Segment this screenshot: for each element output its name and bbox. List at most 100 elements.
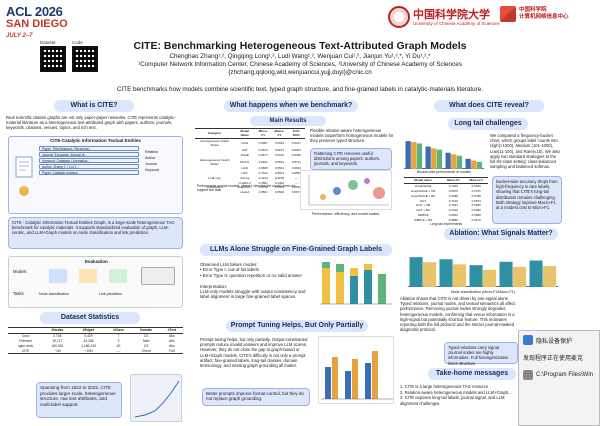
task-node-classification: Node classification <box>39 292 69 296</box>
entity-diagram: CITE-Catalytic Information Textual Entit… <box>8 136 183 214</box>
chart-bar <box>465 158 471 169</box>
long-tail-caption: Long tail experiments <box>429 222 463 226</box>
paper-node-icon <box>15 156 33 196</box>
entity-row: Paper: Title/Abstract / Structural... <box>39 146 139 151</box>
table-row: ogbn-arxiv 169,343 1,166,243 40 CS Abs <box>17 343 175 348</box>
chart-bar <box>436 149 443 169</box>
table-row: Cora 2,708 5,429 7 CS Abs <box>21 334 175 339</box>
stats-col: Domain <box>131 327 161 334</box>
table-row: SAGE 0.6677 0.5312 0.8452 <box>240 152 301 157</box>
poster-title: CITE: Benchmarking Heterogeneous Text-At… <box>133 40 467 52</box>
code-qr[interactable]: Code <box>72 40 102 72</box>
results-body: Homogeneous Graph Model GCN 0.6387 0.5034 0.… <box>195 138 305 194</box>
author-block: Chenghao Zhang¹,², Qingqing Long¹,², Lud… <box>110 53 490 77</box>
legend-item: Author <box>145 156 156 160</box>
reveal-heading: What does CITE reveal? <box>434 100 544 112</box>
dataset-statistics-heading: Dataset Statistics <box>40 312 140 324</box>
privacy-notification[interactable]: 隐私设备保护 发现程序正在使用麦克 C:\Program Files\Win <box>518 330 600 426</box>
growth-curve-icon <box>134 380 180 418</box>
long-tail-box: Bucket-wise accuracy drops from high-fre… <box>492 176 562 224</box>
acl-dates: JULY 2–7 <box>6 33 33 39</box>
table-row: LLaMA-2 0.4581 0.3402— <box>238 180 298 185</box>
prompt-tuning-text: Prompt tuning helps, but only partially.… <box>200 337 308 369</box>
chart-bar <box>416 143 423 169</box>
chart-bar <box>513 266 527 287</box>
prompt-tuning-chart <box>318 336 394 404</box>
take-home-item: 1. CITE is a large heterogeneous TAG res… <box>400 384 489 389</box>
llm-graph-model-icon <box>109 269 127 283</box>
results-table-wrap: Category Model Name Micro-F1 Macro-F1 AU… <box>195 128 305 195</box>
stats-col: #Class <box>105 327 132 334</box>
entity-row: Author: Zhang J. / Liu Y... <box>39 164 139 169</box>
chart-bar <box>543 266 557 287</box>
chart-bar <box>456 155 463 169</box>
table-row: GraphSAGE + BS 0.6958 0.5788 <box>411 193 481 198</box>
chart-bar <box>411 142 417 169</box>
results-note-2: Flattening CITE removes useful distincti… <box>310 148 392 170</box>
tagline: CITE benchmarks how models combine scien… <box>116 86 484 93</box>
task-link-prediction: Link prediction <box>99 292 123 296</box>
graph-model-icon <box>49 269 67 283</box>
bucket-table-wrap: Model name Micro-F1 Macro-F1 GraphSAGE 0.… <box>404 177 488 222</box>
notification-message: 发现程序正在使用麦克 <box>523 356 584 362</box>
acl-city: SAN DIEGO <box>6 18 68 30</box>
qr-code-icon <box>72 46 98 72</box>
chart-bar <box>423 262 437 287</box>
chart-bar <box>409 257 423 287</box>
table-row: LLaGA 0.6891 0.5596 0.8677 <box>240 190 301 195</box>
chart-bar <box>405 141 411 169</box>
table-row: CITE ~1M ~10M — Chem Full <box>8 348 183 354</box>
take-home-heading: Take-home messages <box>428 368 516 380</box>
stats-col-blank <box>8 327 43 334</box>
table-row: Homogeneous Graph Model GCN 0.6387 0.5034 0.… <box>200 139 301 148</box>
ablation-bars <box>409 257 557 287</box>
stats-note: Spanning from 1922 to 2022, CITE provide… <box>36 382 122 418</box>
table-row: HGT + CB 0.7021 0.5960 <box>416 203 481 208</box>
llm-error-chart <box>318 258 394 308</box>
table-row: LLM+Graph GraphGPT 0.6732 0.5410 0.8520 <box>206 185 301 190</box>
emails: {zhchang,qqlong,wld,wenjuancui,yujj,duyi… <box>228 69 372 76</box>
notification-path: C:\Program Files\Win <box>536 372 594 378</box>
take-home-item: 3. CITE exposes long-tail labels, journa… <box>400 395 505 406</box>
models-label: Models <box>13 269 27 274</box>
cnic-mark-icon <box>500 6 516 22</box>
table-row: Pubmed 19,717 44,338 3 Med Abs <box>19 338 175 343</box>
ablation-chart <box>408 243 558 287</box>
authors: Chenghao Zhang¹,², Qingqing Long¹,², Lud… <box>169 53 431 60</box>
chart-bar <box>471 160 477 169</box>
chart-bar <box>469 265 483 287</box>
dataset-icon <box>141 267 175 285</box>
main-results-heading: Main Results <box>250 116 326 126</box>
table-row: GraphSAGE 0.7035 0.5620 <box>414 184 481 189</box>
chart-bar <box>431 148 437 169</box>
long-tail-text: We compared a frequency-bucket chart, wh… <box>490 133 560 170</box>
table-row: HGT 0.7102 0.5874 0.8893 <box>241 171 301 176</box>
dataset-qr[interactable]: Dataset <box>40 40 70 72</box>
table-row: HAN 0.6805 0.5501 0.8634 <box>241 166 301 171</box>
results-caption: Performance across models, where * denot… <box>197 184 296 193</box>
stats-table-wrap: #Nodes #Edges #Class Domain #Text Cora 2,… <box>8 327 183 354</box>
table-row: SIMPLE 0.6912 0.5558 <box>417 212 481 217</box>
timeline-chart <box>130 374 182 422</box>
notification-title: 隐私设备保护 <box>536 338 573 345</box>
bucket-body: GraphSAGE 0.7035 0.5620 GraphSAGE + CB 0.697… <box>404 183 488 222</box>
bucket-caption: Bucket-wise performance of models <box>417 170 471 174</box>
chart-bar <box>425 146 431 169</box>
table-row: LLM-only Vicuna 0.4213 0.3155— <box>208 175 298 180</box>
legend-item: Keyword <box>145 168 159 172</box>
prompt-tuning-heading: Prompt Tuning Helps, But Only Partially <box>226 320 368 332</box>
bucket-chart <box>404 133 484 169</box>
shield-icon <box>523 335 533 345</box>
code-label: Code <box>72 40 83 45</box>
university-seal-icon <box>388 6 410 28</box>
ablation-heading: Ablation: What Signals Matter? <box>444 228 558 240</box>
entity-row: Paper: Catalytic reaction... <box>39 170 139 175</box>
entity-row: Journal: European Journal of... <box>39 152 139 157</box>
table-row: SIMPLE + BS 0.6880 0.5670 <box>413 217 481 222</box>
dataset-label: Dataset <box>40 40 56 45</box>
affiliation: ¹Computer Network Information Center, Ch… <box>138 61 462 68</box>
acl-logo: ACL 2026 SAN DIEGO JULY 2–7 <box>6 4 84 41</box>
llm-model-icon <box>79 269 97 283</box>
chart-bar <box>445 152 451 169</box>
cnic-line1: 中国科学院 <box>519 7 547 13</box>
